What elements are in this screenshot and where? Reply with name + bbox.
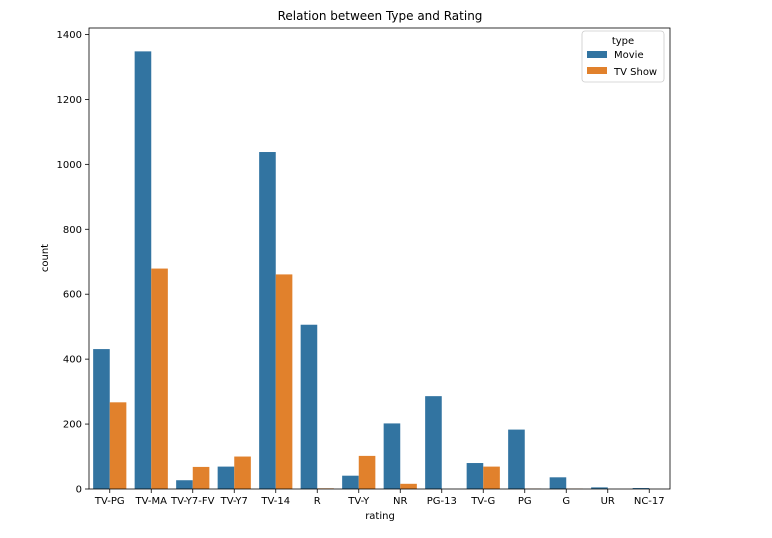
- x-tick-label: NC-17: [634, 496, 665, 507]
- legend-label-movie: Movie: [614, 50, 644, 61]
- x-tick-label: TV-MA: [135, 496, 168, 507]
- bar-movie-tv-g: [466, 463, 484, 489]
- bar-movie-g: [549, 477, 567, 489]
- x-tick-label: NR: [393, 496, 407, 507]
- bar-tv-show-tv-ma: [151, 268, 168, 489]
- chart-title: Relation between Type and Rating: [278, 9, 483, 23]
- legend-swatch-tv-show: [587, 67, 607, 74]
- x-tick-label: UR: [601, 496, 615, 507]
- y-tick-label: 1200: [57, 95, 82, 106]
- legend: type Movie TV Show: [581, 30, 665, 83]
- x-tick-label: TV-Y: [347, 496, 370, 507]
- bar-movie-nr: [383, 423, 401, 489]
- bar-movie-pg-13: [425, 396, 442, 489]
- bar-movie-tv-y: [342, 475, 359, 489]
- bar-movie-tv-pg: [93, 349, 110, 489]
- y-axis: 0 200 400 600 800 1000 1200 1400: [57, 30, 89, 496]
- x-axis: TV-PG TV-MA TV-Y7-FV TV-Y7 TV-14 R TV-Y NR PG-13…: [94, 489, 665, 507]
- x-tick-label: G: [562, 496, 570, 507]
- x-tick-label: TV-Y7: [220, 496, 248, 507]
- x-tick-label: TV-PG: [94, 496, 125, 507]
- bars-layer: [93, 51, 650, 490]
- y-tick-label: 0: [76, 485, 82, 496]
- bar-tv-show-tv-y7: [234, 456, 251, 489]
- legend-label-tv-show: TV Show: [613, 67, 657, 78]
- y-tick-label: 1400: [57, 30, 82, 41]
- y-tick-label: 200: [63, 420, 82, 431]
- bar-movie-r: [300, 324, 318, 489]
- x-axis-label: rating: [365, 511, 395, 522]
- bar-movie-nc-17: [632, 488, 650, 489]
- bar-tv-show-tv-pg: [109, 402, 127, 489]
- bar-movie-pg: [508, 429, 525, 489]
- bar-movie-tv-ma: [134, 51, 152, 490]
- bar-tv-show-tv-y: [358, 455, 376, 489]
- bar-tv-show-tv-g: [483, 466, 500, 489]
- plot-frame: [88, 27, 671, 490]
- x-tick-label: PG: [518, 496, 532, 507]
- x-tick-label: TV-14: [260, 496, 290, 507]
- bar-movie-tv-y7: [217, 466, 235, 489]
- y-tick-label: 400: [63, 355, 82, 366]
- x-tick-label: TV-Y7-FV: [170, 496, 215, 507]
- bar-tv-show-nr: [400, 483, 417, 489]
- y-tick-label: 800: [63, 225, 82, 236]
- y-axis-label: count: [40, 244, 51, 272]
- bar-tv-show-tv-y7-fv: [192, 466, 210, 489]
- y-tick-label: 1000: [57, 160, 82, 171]
- y-tick-label: 600: [63, 290, 82, 301]
- bar-tv-show-tv-14: [275, 274, 293, 489]
- legend-swatch-movie: [587, 51, 607, 58]
- x-tick-label: R: [314, 496, 321, 507]
- legend-title: type: [612, 36, 634, 47]
- x-tick-label: PG-13: [427, 496, 457, 507]
- bar-movie-tv-14: [259, 152, 276, 489]
- bar-movie-tv-y7-fv: [176, 480, 193, 489]
- bar-movie-ur: [591, 487, 608, 489]
- x-tick-label: TV-G: [470, 496, 495, 507]
